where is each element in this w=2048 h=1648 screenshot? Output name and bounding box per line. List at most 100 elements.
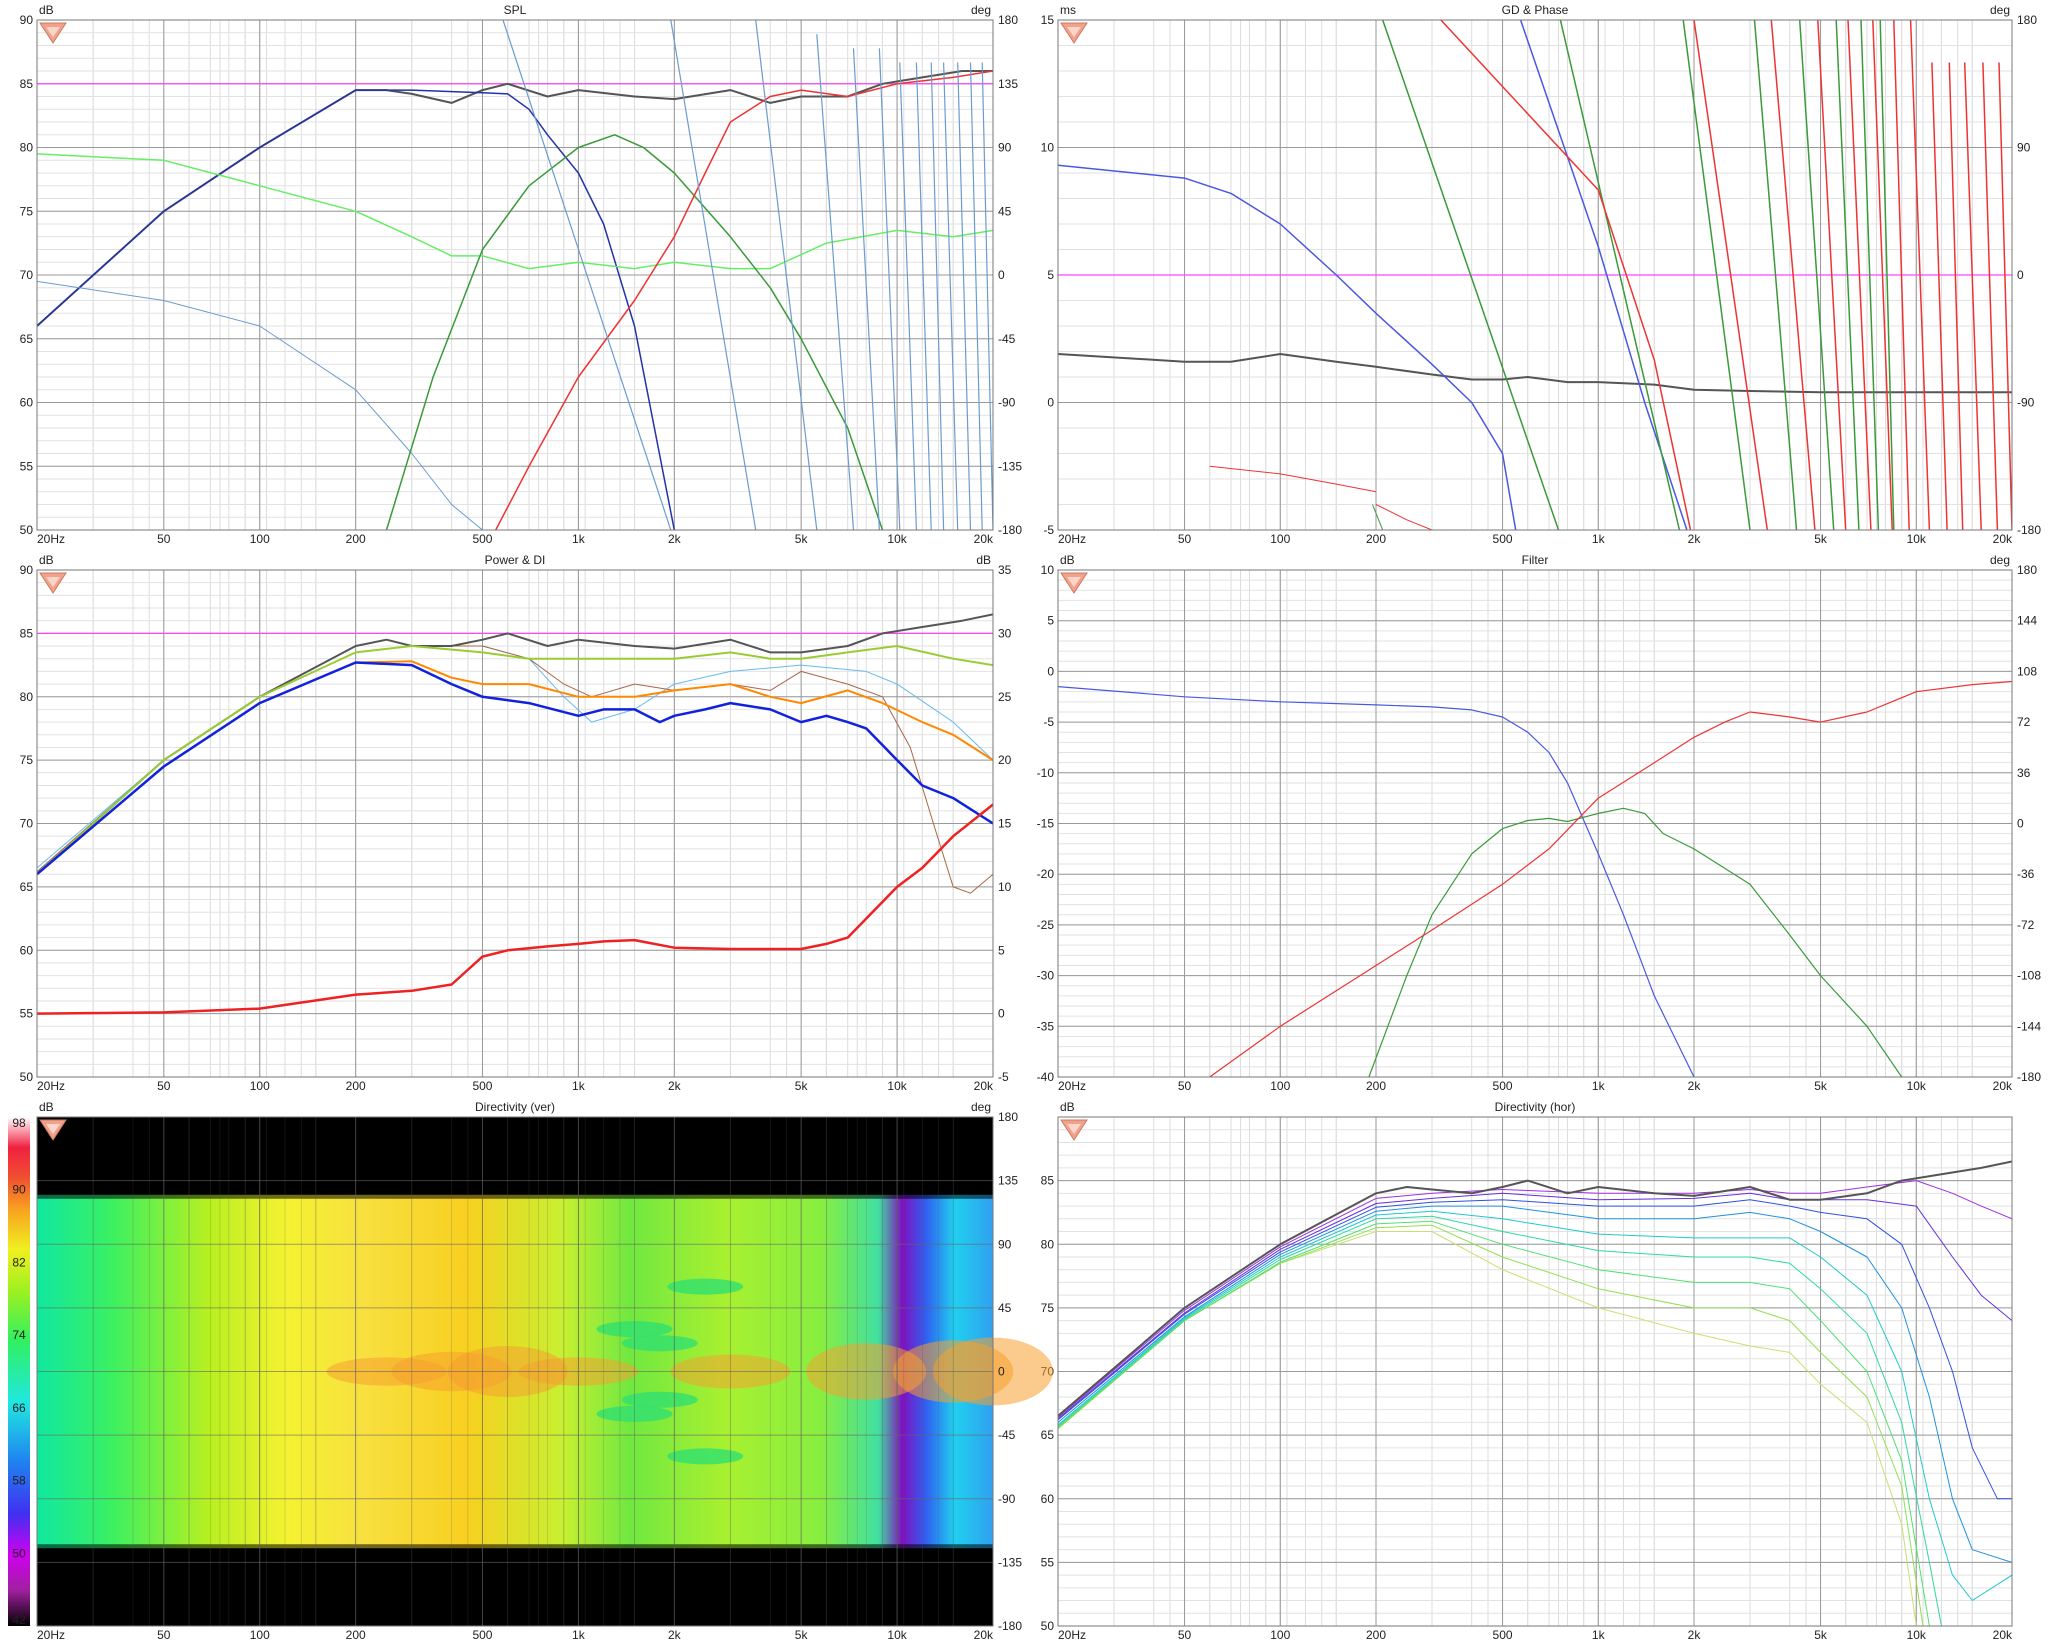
y2-tick-label: -36 (2017, 867, 2035, 881)
y-axis-label: ms (1060, 3, 1076, 17)
y2-axis-label: deg (971, 3, 991, 17)
x-tick-label: 1k (1592, 1079, 1606, 1093)
series-line-3 (1058, 1215, 1942, 1626)
edge-band-top (37, 1190, 993, 1199)
y2-tick-label: 180 (2017, 563, 2037, 577)
y2-axis-label: dB (976, 553, 991, 567)
y-tick-label: 60 (20, 943, 34, 957)
x-tick-label: 2k (1688, 1628, 1702, 1642)
x-tick-label: 20k (974, 532, 994, 546)
series-line-5 (1058, 1205, 2012, 1563)
x-tick-label: 20k (974, 1079, 994, 1093)
y-tick-label: 75 (1041, 1301, 1055, 1315)
y-tick-label: -15 (1037, 817, 1055, 831)
y2-tick-label: 180 (2017, 13, 2037, 27)
chart-title: SPL (504, 3, 527, 17)
series-line-9 (1058, 1160, 2012, 1417)
y2-tick-label: 180 (998, 13, 1018, 27)
x-tick-label: 2k (668, 1628, 682, 1642)
series-line-5 (495, 70, 993, 530)
x-tick-label: 500 (472, 1628, 492, 1642)
x-tick-label: 100 (250, 1628, 270, 1642)
logo-icon (39, 1119, 67, 1141)
y-axis-label: dB (39, 3, 54, 17)
x-tick-label: 2k (668, 1079, 682, 1093)
y2-tick-label: 90 (998, 141, 1012, 155)
x-tick-label: 20k (1993, 1079, 2013, 1093)
y2-tick-label: -90 (2017, 396, 2035, 410)
plot-border (1057, 19, 2013, 531)
series-line-0 (1058, 686, 1695, 1077)
y-tick-label: 90 (20, 563, 34, 577)
series-group (1058, 20, 2012, 530)
y-tick-label: 50 (20, 523, 34, 537)
y2-tick-label: 10 (998, 880, 1012, 894)
x-tick-label: 50 (157, 532, 171, 546)
x-tick-label: 2k (1688, 532, 1702, 546)
y-tick-label: 80 (1041, 1237, 1055, 1251)
colorbar-tick-label: 82 (12, 1255, 26, 1269)
y-tick-label: -25 (1037, 918, 1055, 932)
y-tick-label: 5 (1047, 268, 1054, 282)
y-tick-label: 85 (1041, 1174, 1055, 1188)
x-tick-label: 200 (1366, 1079, 1386, 1093)
x-tick-label: 2k (668, 532, 682, 546)
panel-gd: -5 0 5 10 15 -180 -90 0 90 180 20Hz 50 100 200 500 1k 2k… (1041, 3, 2042, 546)
y2-axis-label: deg (1990, 553, 2010, 567)
colorbar-tick-label: 98 (12, 1116, 26, 1130)
y2-tick-label: 144 (2017, 614, 2037, 628)
y-tick-label: 65 (1041, 1428, 1055, 1442)
y2-tick-label: 45 (998, 1301, 1012, 1315)
y-axis-label: dB (1060, 553, 1075, 567)
lobe-1 (596, 1405, 673, 1422)
y2-tick-label: 0 (998, 268, 1005, 282)
series-line-7 (1440, 20, 2012, 530)
x-tick-label: 200 (1366, 1628, 1386, 1642)
x-tick-label: 5k (1814, 1079, 1828, 1093)
y-tick-label: 65 (20, 332, 34, 346)
y2-tick-label: -135 (998, 1555, 1022, 1569)
y2-tick-label: 72 (2017, 715, 2031, 729)
colorbar-tick-label: 50 (12, 1546, 26, 1560)
plot-border (1057, 569, 2013, 1078)
y2-tick-label: 135 (998, 77, 1018, 91)
series-line-5 (1519, 20, 1688, 530)
series-group (37, 613, 993, 1015)
logo-inner (1067, 27, 1081, 37)
y-tick-label: 55 (20, 1007, 34, 1021)
y2-tick-label: 45 (998, 204, 1012, 218)
panel-spl: 50 55 60 65 70 75 80 85 90 -180 -135 -90 -45 0 45 90 135… (20, 3, 1023, 546)
logo-inner (1067, 1124, 1081, 1134)
y2-tick-label: 20 (998, 753, 1012, 767)
series-line-4 (1372, 504, 1384, 530)
y-tick-label: 10 (1041, 141, 1055, 155)
x-tick-label: 20Hz (37, 532, 65, 546)
x-tick-label: 5k (795, 1079, 809, 1093)
x-tick-label: 100 (1270, 1079, 1290, 1093)
x-tick-label: 500 (1493, 1079, 1513, 1093)
x-tick-label: 1k (572, 532, 586, 546)
y-tick-label: 60 (1041, 1492, 1055, 1506)
x-tick-label: 500 (1493, 1628, 1513, 1642)
y2-tick-label: 90 (2017, 141, 2031, 155)
y-tick-label: 65 (20, 880, 34, 894)
x-tick-label: 1k (1592, 1628, 1606, 1642)
y-tick-label: 50 (20, 1070, 34, 1084)
y2-tick-label: 5 (998, 943, 1005, 957)
series-line-7 (1058, 1192, 2012, 1419)
y2-tick-label: -72 (2017, 918, 2035, 932)
plot-border (1057, 1116, 2013, 1627)
series-line-0 (1058, 1231, 1917, 1626)
chart-title: GD & Phase (1502, 3, 1569, 17)
x-tick-label: 20Hz (1058, 1628, 1086, 1642)
y-tick-label: 15 (1041, 13, 1055, 27)
y-tick-label: -5 (1043, 715, 1054, 729)
series-line-2 (1209, 465, 1377, 493)
plot-border (36, 1116, 994, 1627)
chart-title: Filter (1522, 553, 1549, 567)
logo-inner (46, 577, 60, 587)
